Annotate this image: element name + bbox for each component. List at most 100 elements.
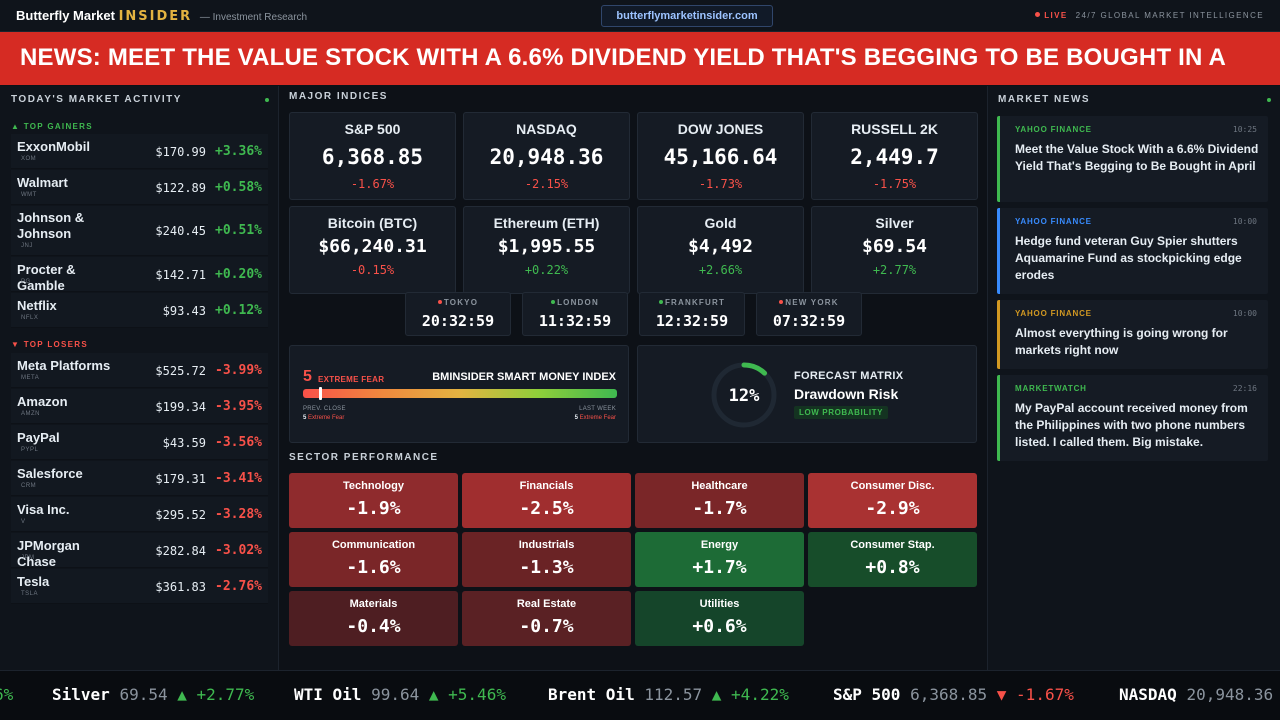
news-item[interactable]: YAHOO FINANCE 10:25 Meet the Value Stock W… — [997, 116, 1268, 202]
index-card[interactable]: Gold $4,492 +2.66% — [637, 206, 804, 294]
live-label: LIVE — [1044, 11, 1068, 20]
brand-logo[interactable]: Butterfly Market INSIDER — Investment Re… — [16, 8, 307, 24]
brand-sub: — Investment Research — [199, 12, 308, 23]
smart-money-sentiment: EXTREME FEAR — [318, 375, 385, 384]
news-item[interactable]: YAHOO FINANCE 10:00 Hedge fund veteran Guy… — [997, 208, 1268, 294]
news-time: 22:16 — [1232, 384, 1257, 393]
ticker-item[interactable]: NASDAQ 20,948.36 — [1119, 685, 1273, 704]
stock-row[interactable]: Amazon AMZN $199.34 -3.95% — [11, 389, 268, 424]
news-item[interactable]: YAHOO FINANCE 10:00 Almost everything is g… — [997, 300, 1268, 369]
top-losers-label: ▼ TOP LOSERS — [11, 340, 89, 349]
sector-tile[interactable]: Energy +1.7% — [635, 532, 804, 587]
sector-name: Consumer Disc. — [850, 480, 935, 492]
ticker-item[interactable]: S&P 500 6,368.85 ▼ -1.67% — [833, 685, 1074, 704]
stock-price: $282.84 — [155, 544, 206, 558]
brand-main: Butterfly Market — [16, 8, 115, 23]
stock-ticker: CRM — [21, 483, 37, 489]
stock-row[interactable]: Visa Inc. V $295.52 -3.28% — [11, 497, 268, 532]
clock-time: 12:32:59 — [655, 312, 729, 330]
sentiment-gauge-bar — [303, 387, 617, 400]
news-item[interactable]: MARKETWATCH 22:16 My PayPal account receiv… — [997, 375, 1268, 461]
clock-city-name: LONDON — [557, 298, 599, 307]
stock-row[interactable]: Netflix NFLX $93.43 +0.12% — [11, 293, 268, 328]
stock-change: +0.20% — [215, 267, 262, 282]
index-change: +0.22% — [524, 263, 569, 277]
stock-row[interactable]: Meta Platforms META $525.72 -3.99% — [11, 353, 268, 388]
sector-performance-title: SECTOR PERFORMANCE — [289, 452, 439, 463]
ticker-change: ▼ -1.67% — [996, 685, 1074, 704]
last-week-value: 5 Extreme Fear — [574, 415, 616, 421]
sector-tile[interactable]: Real Estate -0.7% — [462, 591, 631, 646]
index-name: Gold — [704, 215, 737, 231]
stock-price: $93.43 — [162, 304, 206, 318]
stock-row[interactable]: Tesla TSLA $361.83 -2.76% — [11, 569, 268, 604]
sector-tile[interactable]: Financials -2.5% — [462, 473, 631, 528]
stock-row[interactable]: ExxonMobil XOM $170.99 +3.36% — [11, 134, 268, 169]
stock-price: $170.99 — [155, 145, 206, 159]
stock-row[interactable]: Johnson & Johnson JNJ $240.45 +0.51% — [11, 206, 268, 256]
forecast-matrix-panel[interactable]: 12% FORECAST MATRIX Drawdown Risk LOW PR… — [637, 345, 977, 443]
index-card[interactable]: Bitcoin (BTC) $66,240.31 -0.15% — [289, 206, 456, 294]
price-ticker[interactable]: 6% Silver 69.54 ▲ +2.77% WTI Oil 99.64 ▲ +… — [0, 670, 1280, 720]
index-card[interactable]: RUSSELL 2K 2,449.7 -1.75% — [811, 112, 978, 200]
forecast-title: Drawdown Risk — [794, 386, 899, 402]
smart-money-value: 5 — [303, 368, 312, 385]
stock-row[interactable]: Procter & Gamble PG $142.71 +0.20% — [11, 257, 268, 293]
ticker-item[interactable]: 6% — [0, 685, 13, 704]
stock-name: JPMorgan Chase — [17, 538, 80, 569]
stock-name: Meta Platforms — [17, 358, 111, 373]
stock-row[interactable]: Walmart WMT $122.89 +0.58% — [11, 170, 268, 205]
sector-tile[interactable]: Communication -1.6% — [289, 532, 458, 587]
index-name: DOW JONES — [677, 121, 764, 137]
index-value: $69.54 — [861, 236, 928, 257]
ticker-price: 6,368.85 — [910, 685, 988, 704]
sector-tile[interactable]: Consumer Stap. +0.8% — [808, 532, 977, 587]
sector-tile[interactable]: Materials -0.4% — [289, 591, 458, 646]
sector-tile[interactable]: Industrials -1.3% — [462, 532, 631, 587]
live-dot-icon — [1035, 12, 1041, 17]
forecast-percent: 12% — [728, 386, 760, 406]
sector-tile[interactable]: Technology -1.9% — [289, 473, 458, 528]
news-source: YAHOO FINANCE — [1015, 125, 1092, 134]
stock-ticker: PG — [21, 279, 31, 285]
index-card[interactable]: DOW JONES 45,166.64 -1.73% — [637, 112, 804, 200]
stock-row[interactable]: Salesforce CRM $179.31 -3.41% — [11, 461, 268, 496]
ticker-item[interactable]: WTI Oil 99.64 ▲ +5.46% — [294, 685, 506, 704]
clock-city-name: FRANKFURT — [664, 298, 726, 307]
news-source: YAHOO FINANCE — [1015, 217, 1092, 226]
stock-ticker: V — [21, 519, 26, 525]
index-card[interactable]: S&P 500 6,368.85 -1.67% — [289, 112, 456, 200]
stock-price: $525.72 — [155, 364, 206, 378]
top-bar: Butterfly Market INSIDER — Investment Re… — [0, 0, 1280, 32]
sector-name: Financials — [519, 480, 574, 492]
stock-change: +0.12% — [215, 303, 262, 318]
sector-tile[interactable]: Consumer Disc. -2.9% — [808, 473, 977, 528]
index-card[interactable]: Silver $69.54 +2.77% — [811, 206, 978, 294]
index-card[interactable]: NASDAQ 20,948.36 -2.15% — [463, 112, 630, 200]
ticker-item[interactable]: Silver 69.54 ▲ +2.77% — [52, 685, 254, 704]
banner-text: NEWS: MEET THE VALUE STOCK WITH A 6.6% D… — [20, 44, 1227, 71]
breaking-news-banner[interactable]: NEWS: MEET THE VALUE STOCK WITH A 6.6% D… — [0, 32, 1280, 85]
smart-money-panel[interactable]: 5 EXTREME FEAR BMINSIDER SMART MONEY IND… — [289, 345, 629, 443]
index-value: 45,166.64 — [663, 145, 778, 169]
stock-change: -3.28% — [215, 507, 262, 522]
sector-tile[interactable]: Healthcare -1.7% — [635, 473, 804, 528]
stock-change: +0.58% — [215, 180, 262, 195]
stock-row[interactable]: JPMorgan Chase JPM $282.84 -3.02% — [11, 533, 268, 569]
clock-status-dot-icon — [779, 300, 784, 304]
stock-change: -3.95% — [215, 399, 262, 414]
stock-price: $122.89 — [155, 181, 206, 195]
market-activity-panel: TODAY'S MARKET ACTIVITY ▲ TOP GAINERS ▼ … — [0, 86, 279, 670]
stock-row[interactable]: PayPal PYPL $43.59 -3.56% — [11, 425, 268, 460]
world-clock: TOKYO 20:32:59 — [405, 292, 511, 336]
sector-tile[interactable]: Utilities +0.6% — [635, 591, 804, 646]
ticker-price: 112.57 — [644, 685, 703, 704]
ticker-item[interactable]: Brent Oil 112.57 ▲ +4.22% — [548, 685, 789, 704]
ticker-change: ▲ +4.22% — [711, 685, 789, 704]
stock-price: $142.71 — [155, 268, 206, 282]
prev-close-label: PREV. CLOSE — [303, 406, 346, 412]
index-card[interactable]: Ethereum (ETH) $1,995.55 +0.22% — [463, 206, 630, 294]
news-headline: Hedge fund veteran Guy Spier shutters Aq… — [1015, 234, 1242, 282]
site-url[interactable]: butterflymarketinsider.com — [601, 5, 773, 27]
index-change: -1.73% — [698, 177, 743, 191]
